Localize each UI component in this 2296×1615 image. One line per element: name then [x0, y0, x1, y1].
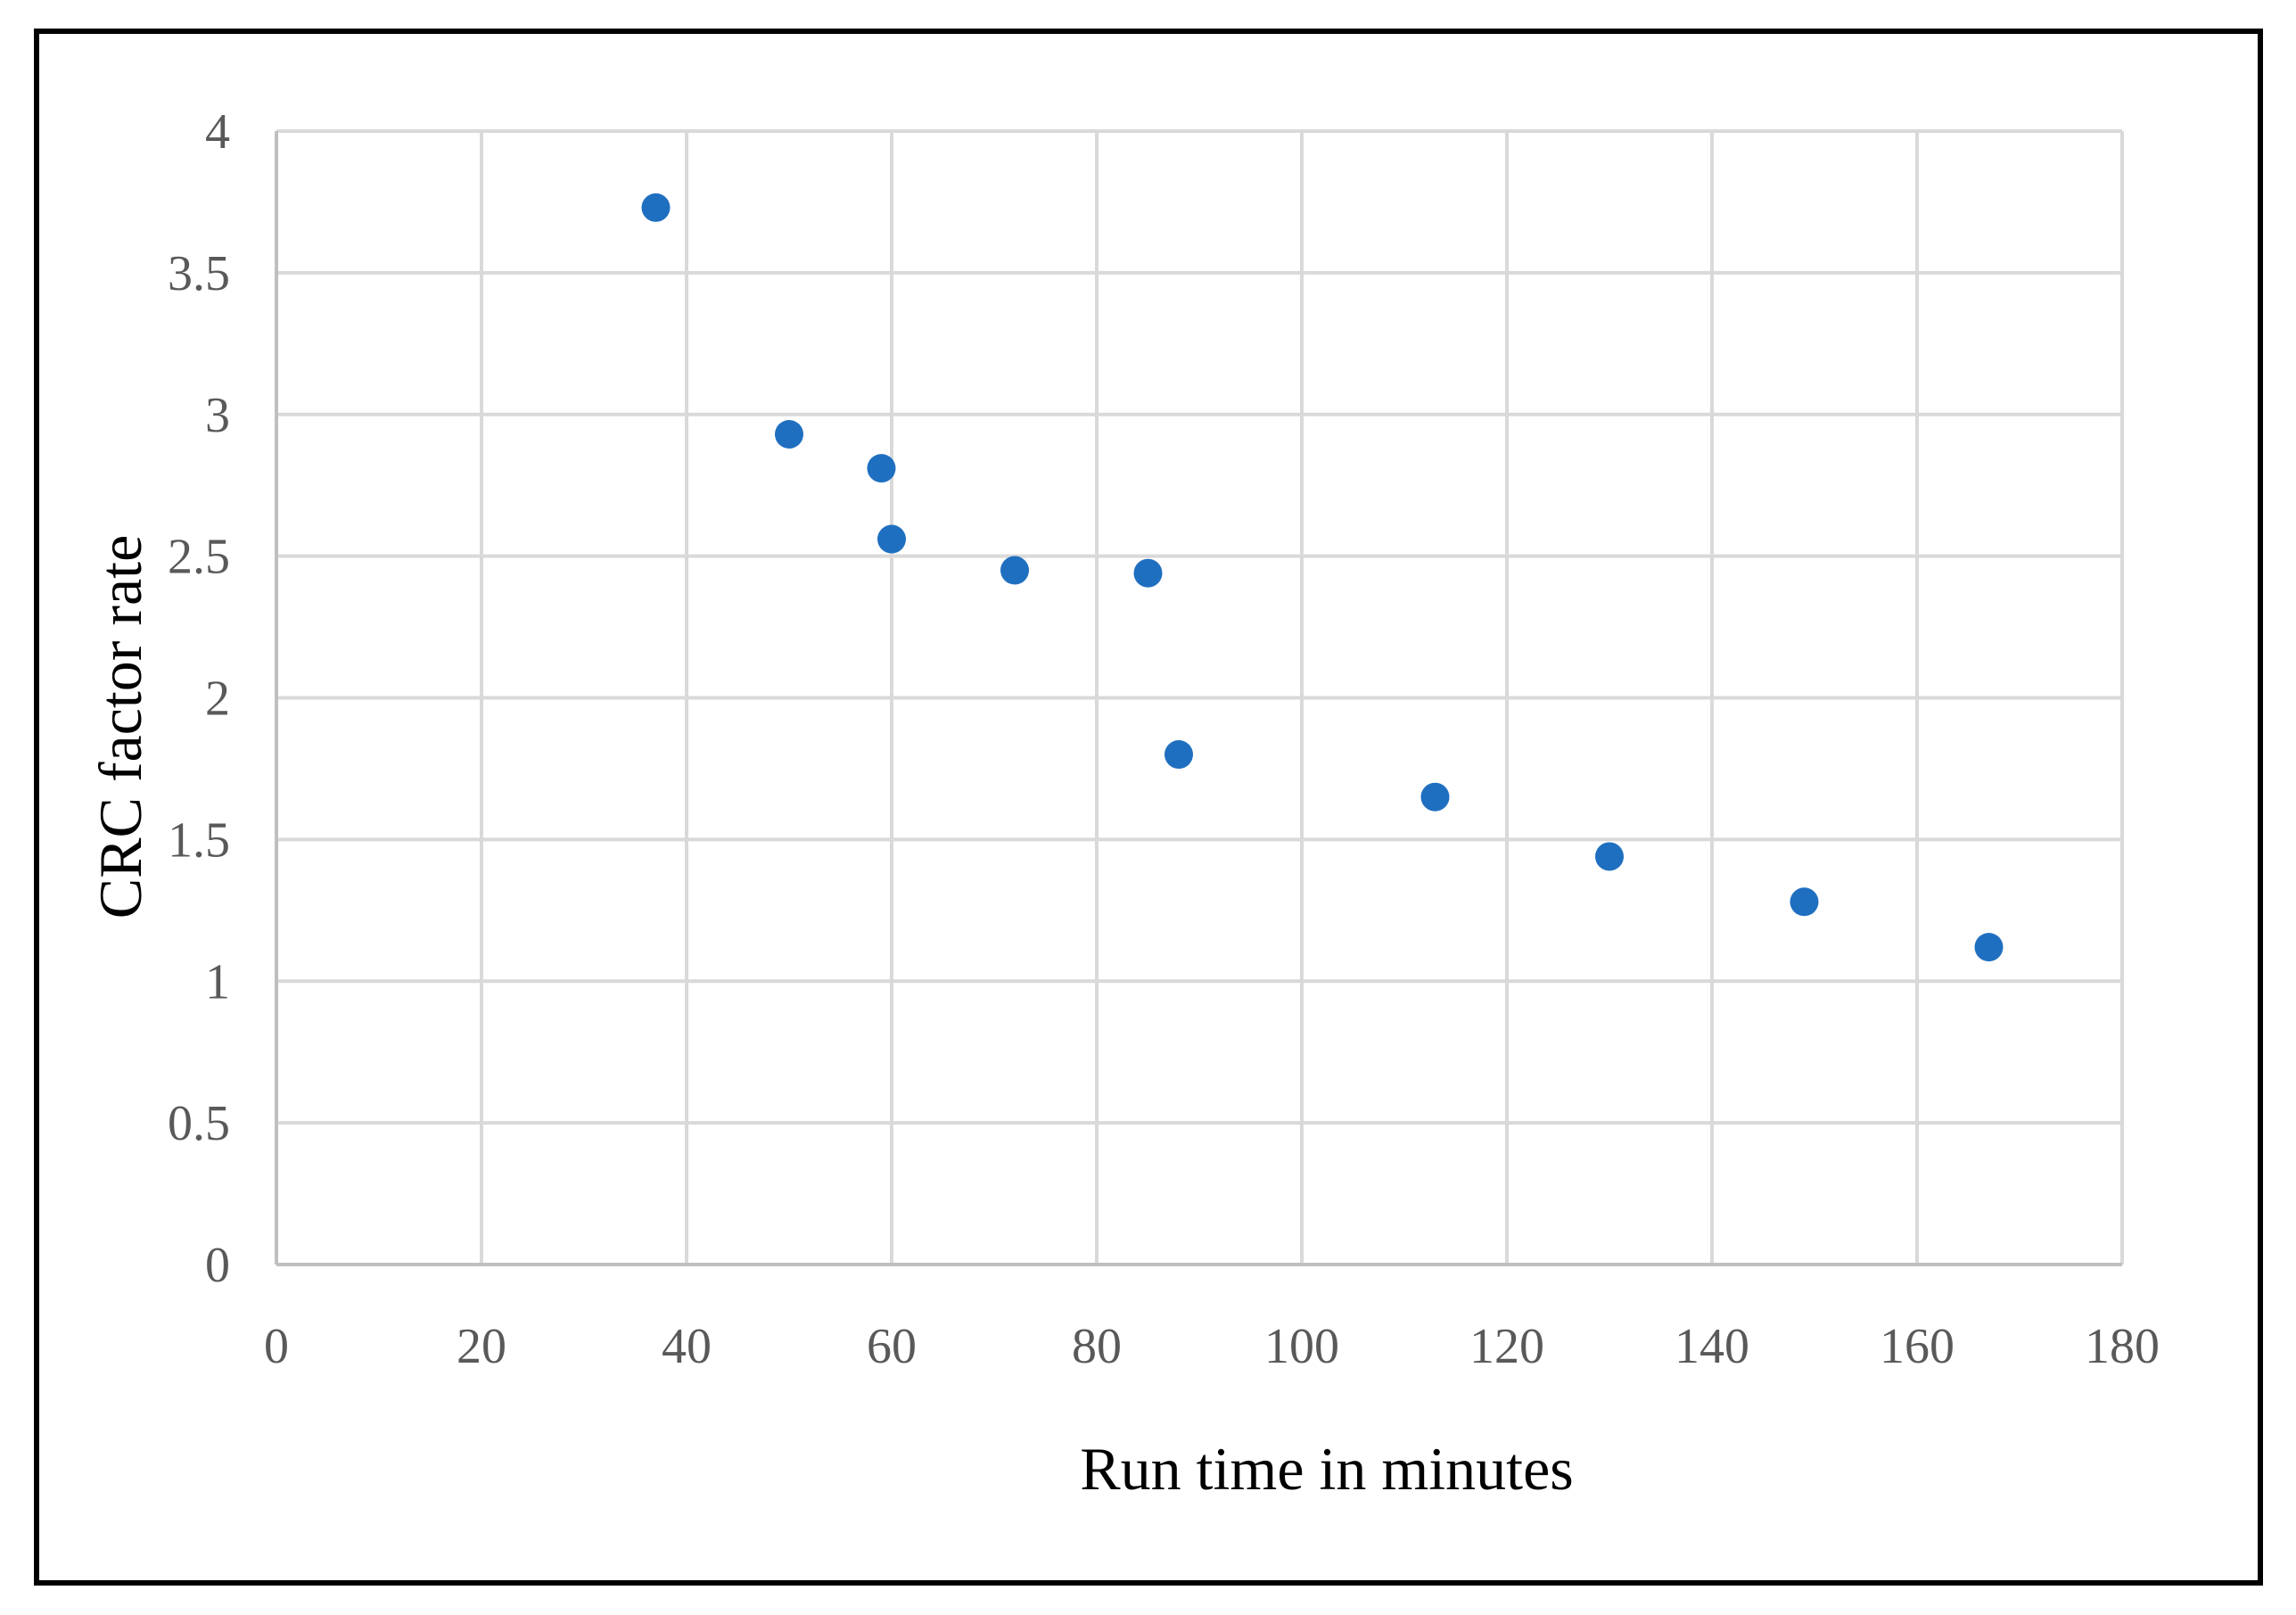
data-point [1790, 887, 1819, 917]
x-tick-label: 80 [1072, 1319, 1122, 1374]
data-point [1595, 842, 1624, 871]
axes [275, 131, 2122, 1266]
x-tick-label: 120 [1469, 1319, 1544, 1374]
data-point [877, 524, 906, 554]
data-point [775, 419, 803, 449]
y-tick-label: 2.5 [168, 530, 230, 585]
chart-frame [34, 29, 2263, 1586]
x-tick-label: 160 [1880, 1319, 1954, 1374]
y-tick-label: 2 [205, 672, 230, 727]
y-tick-label: 0 [205, 1238, 230, 1293]
data-points [641, 193, 2004, 962]
x-tick-label: 100 [1264, 1319, 1339, 1374]
y-tick-label: 1.5 [168, 812, 230, 868]
y-tick-label: 0.5 [168, 1096, 230, 1151]
y-tick-labels: 0 0.5 1 1.5 2 2.5 3 3.5 4 [168, 104, 230, 1293]
data-point [1420, 782, 1450, 812]
x-tick-labels: 0 20 40 60 80 100 120 140 160 180 [264, 1319, 2160, 1374]
x-tick-label: 180 [2085, 1319, 2160, 1374]
x-tick-label: 60 [867, 1319, 917, 1374]
x-axis-title: Run time in minutes [1080, 1435, 1573, 1503]
y-tick-label: 4 [205, 104, 230, 160]
x-tick-label: 40 [662, 1319, 712, 1374]
y-tick-label: 3.5 [168, 246, 230, 301]
x-tick-label: 20 [457, 1319, 506, 1374]
x-tick-label: 140 [1675, 1319, 1749, 1374]
y-axis-title: CRC factor rate [86, 535, 154, 919]
data-point [1164, 740, 1193, 770]
data-point [1974, 933, 2004, 962]
data-point [641, 193, 671, 222]
data-point [1000, 556, 1029, 585]
y-tick-label: 1 [205, 954, 230, 1009]
data-point [867, 454, 896, 483]
data-point [1133, 558, 1163, 588]
grid [276, 129, 2124, 1265]
y-tick-label: 3 [205, 388, 230, 443]
x-tick-label: 0 [264, 1319, 289, 1374]
